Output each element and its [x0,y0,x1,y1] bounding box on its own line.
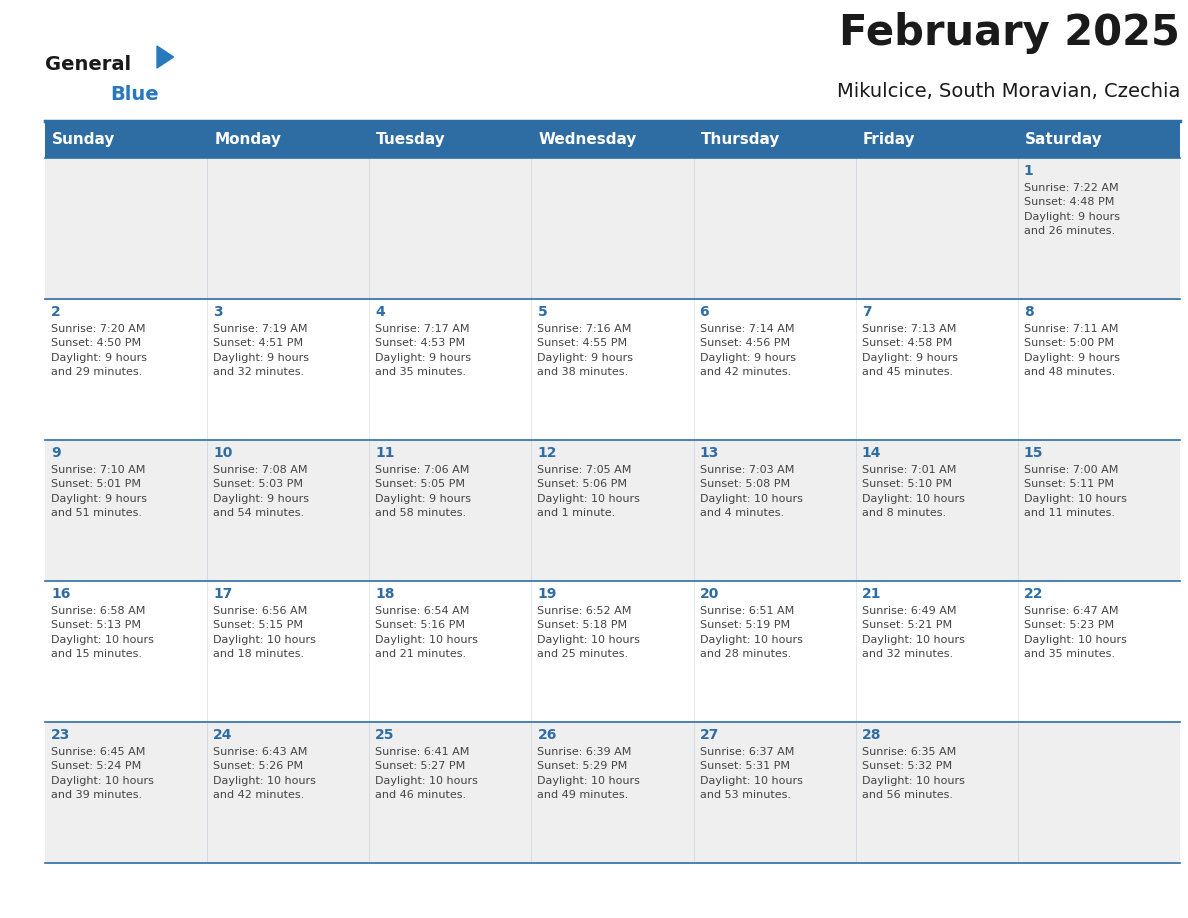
Text: 20: 20 [700,587,719,601]
Text: Sunrise: 6:43 AM
Sunset: 5:26 PM
Daylight: 10 hours
and 42 minutes.: Sunrise: 6:43 AM Sunset: 5:26 PM Dayligh… [213,747,316,800]
Text: Sunrise: 6:56 AM
Sunset: 5:15 PM
Daylight: 10 hours
and 18 minutes.: Sunrise: 6:56 AM Sunset: 5:15 PM Dayligh… [213,606,316,659]
Text: Sunrise: 7:13 AM
Sunset: 4:58 PM
Daylight: 9 hours
and 45 minutes.: Sunrise: 7:13 AM Sunset: 4:58 PM Dayligh… [861,324,958,377]
Text: 26: 26 [537,728,557,742]
Text: Sunrise: 6:54 AM
Sunset: 5:16 PM
Daylight: 10 hours
and 21 minutes.: Sunrise: 6:54 AM Sunset: 5:16 PM Dayligh… [375,606,478,659]
Text: Sunrise: 7:00 AM
Sunset: 5:11 PM
Daylight: 10 hours
and 11 minutes.: Sunrise: 7:00 AM Sunset: 5:11 PM Dayligh… [1024,465,1126,518]
Text: 27: 27 [700,728,719,742]
Text: 25: 25 [375,728,394,742]
Text: 28: 28 [861,728,881,742]
Bar [45,722,1180,863]
Text: 3: 3 [213,305,223,319]
Text: Saturday: Saturday [1025,132,1102,147]
Text: 19: 19 [537,587,557,601]
Text: Sunrise: 7:16 AM
Sunset: 4:55 PM
Daylight: 9 hours
and 38 minutes.: Sunrise: 7:16 AM Sunset: 4:55 PM Dayligh… [537,324,633,377]
Text: Sunrise: 6:52 AM
Sunset: 5:18 PM
Daylight: 10 hours
and 25 minutes.: Sunrise: 6:52 AM Sunset: 5:18 PM Dayligh… [537,606,640,659]
Text: Sunrise: 7:14 AM
Sunset: 4:56 PM
Daylight: 9 hours
and 42 minutes.: Sunrise: 7:14 AM Sunset: 4:56 PM Dayligh… [700,324,796,377]
Text: Sunrise: 7:10 AM
Sunset: 5:01 PM
Daylight: 9 hours
and 51 minutes.: Sunrise: 7:10 AM Sunset: 5:01 PM Dayligh… [51,465,147,518]
Text: Thursday: Thursday [701,132,781,147]
Text: Sunrise: 6:35 AM
Sunset: 5:32 PM
Daylight: 10 hours
and 56 minutes.: Sunrise: 6:35 AM Sunset: 5:32 PM Dayligh… [861,747,965,800]
Text: 21: 21 [861,587,881,601]
Bar [45,299,1180,440]
Text: Sunrise: 6:49 AM
Sunset: 5:21 PM
Daylight: 10 hours
and 32 minutes.: Sunrise: 6:49 AM Sunset: 5:21 PM Dayligh… [861,606,965,659]
Text: Sunrise: 7:03 AM
Sunset: 5:08 PM
Daylight: 10 hours
and 4 minutes.: Sunrise: 7:03 AM Sunset: 5:08 PM Dayligh… [700,465,802,518]
Text: 14: 14 [861,446,881,460]
Text: Sunrise: 7:11 AM
Sunset: 5:00 PM
Daylight: 9 hours
and 48 minutes.: Sunrise: 7:11 AM Sunset: 5:00 PM Dayligh… [1024,324,1120,377]
Text: 4: 4 [375,305,385,319]
Text: February 2025: February 2025 [839,12,1180,54]
Text: 18: 18 [375,587,394,601]
Text: Wednesday: Wednesday [538,132,637,147]
Text: Sunrise: 7:08 AM
Sunset: 5:03 PM
Daylight: 9 hours
and 54 minutes.: Sunrise: 7:08 AM Sunset: 5:03 PM Dayligh… [213,465,309,518]
Text: 24: 24 [213,728,233,742]
Text: Sunrise: 6:47 AM
Sunset: 5:23 PM
Daylight: 10 hours
and 35 minutes.: Sunrise: 6:47 AM Sunset: 5:23 PM Dayligh… [1024,606,1126,659]
Text: 2: 2 [51,305,61,319]
Text: Sunrise: 6:45 AM
Sunset: 5:24 PM
Daylight: 10 hours
and 39 minutes.: Sunrise: 6:45 AM Sunset: 5:24 PM Dayligh… [51,747,154,800]
Bar [45,121,1180,158]
Text: Sunrise: 7:22 AM
Sunset: 4:48 PM
Daylight: 9 hours
and 26 minutes.: Sunrise: 7:22 AM Sunset: 4:48 PM Dayligh… [1024,183,1120,236]
Text: Sunrise: 6:39 AM
Sunset: 5:29 PM
Daylight: 10 hours
and 49 minutes.: Sunrise: 6:39 AM Sunset: 5:29 PM Dayligh… [537,747,640,800]
Text: 7: 7 [861,305,871,319]
Text: Sunday: Sunday [52,132,115,147]
Text: Blue: Blue [110,85,159,104]
Text: 13: 13 [700,446,719,460]
Text: Sunrise: 6:58 AM
Sunset: 5:13 PM
Daylight: 10 hours
and 15 minutes.: Sunrise: 6:58 AM Sunset: 5:13 PM Dayligh… [51,606,154,659]
Text: Sunrise: 6:51 AM
Sunset: 5:19 PM
Daylight: 10 hours
and 28 minutes.: Sunrise: 6:51 AM Sunset: 5:19 PM Dayligh… [700,606,802,659]
Text: Sunrise: 6:37 AM
Sunset: 5:31 PM
Daylight: 10 hours
and 53 minutes.: Sunrise: 6:37 AM Sunset: 5:31 PM Dayligh… [700,747,802,800]
Bar [45,581,1180,722]
Text: Sunrise: 7:01 AM
Sunset: 5:10 PM
Daylight: 10 hours
and 8 minutes.: Sunrise: 7:01 AM Sunset: 5:10 PM Dayligh… [861,465,965,518]
Text: 1: 1 [1024,164,1034,178]
Text: 10: 10 [213,446,233,460]
Text: Monday: Monday [214,132,282,147]
Text: 8: 8 [1024,305,1034,319]
Text: Mikulcice, South Moravian, Czechia: Mikulcice, South Moravian, Czechia [836,82,1180,101]
Text: General: General [45,55,131,74]
Text: 5: 5 [537,305,548,319]
Text: 11: 11 [375,446,394,460]
Text: Sunrise: 6:41 AM
Sunset: 5:27 PM
Daylight: 10 hours
and 46 minutes.: Sunrise: 6:41 AM Sunset: 5:27 PM Dayligh… [375,747,478,800]
Polygon shape [157,46,173,68]
Text: Sunrise: 7:06 AM
Sunset: 5:05 PM
Daylight: 9 hours
and 58 minutes.: Sunrise: 7:06 AM Sunset: 5:05 PM Dayligh… [375,465,472,518]
Text: Friday: Friday [862,132,915,147]
Text: Sunrise: 7:19 AM
Sunset: 4:51 PM
Daylight: 9 hours
and 32 minutes.: Sunrise: 7:19 AM Sunset: 4:51 PM Dayligh… [213,324,309,377]
Text: Tuesday: Tuesday [377,132,446,147]
Text: 23: 23 [51,728,70,742]
Text: Sunrise: 7:17 AM
Sunset: 4:53 PM
Daylight: 9 hours
and 35 minutes.: Sunrise: 7:17 AM Sunset: 4:53 PM Dayligh… [375,324,472,377]
Text: 17: 17 [213,587,233,601]
Text: Sunrise: 7:05 AM
Sunset: 5:06 PM
Daylight: 10 hours
and 1 minute.: Sunrise: 7:05 AM Sunset: 5:06 PM Dayligh… [537,465,640,518]
Bar [45,158,1180,299]
Bar [45,440,1180,581]
Text: 12: 12 [537,446,557,460]
Text: 16: 16 [51,587,70,601]
Text: 22: 22 [1024,587,1043,601]
Text: 15: 15 [1024,446,1043,460]
Text: 9: 9 [51,446,61,460]
Text: Sunrise: 7:20 AM
Sunset: 4:50 PM
Daylight: 9 hours
and 29 minutes.: Sunrise: 7:20 AM Sunset: 4:50 PM Dayligh… [51,324,147,377]
Text: 6: 6 [700,305,709,319]
